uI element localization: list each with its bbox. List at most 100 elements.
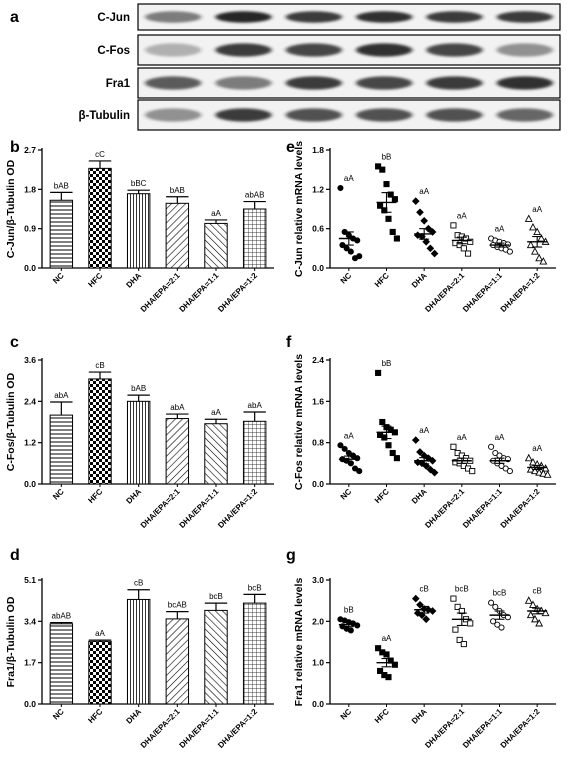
- x-tick-label: HFC: [86, 707, 104, 725]
- data-point: [529, 222, 537, 231]
- y-tick-label: 0.0: [312, 263, 324, 273]
- significance-label: aA: [211, 408, 221, 417]
- x-tick-label: DHA/EPA=2:1: [139, 707, 182, 750]
- significance-label: aA: [532, 444, 542, 453]
- blot-row-2: Fra1: [106, 67, 561, 99]
- data-point: [411, 436, 420, 444]
- significance-label: aA: [457, 211, 467, 220]
- data-point: [450, 595, 457, 602]
- panel-letter-a: a: [10, 9, 19, 26]
- panel-letter-d: d: [10, 547, 20, 564]
- significance-label: bB: [344, 605, 354, 614]
- blot-band: [426, 43, 483, 57]
- x-tick-label: NC: [51, 487, 66, 502]
- significance-label: abA: [248, 401, 263, 410]
- blot-band: [496, 76, 553, 90]
- blot-band: [285, 11, 342, 23]
- bar: [165, 618, 190, 705]
- significance-label: bAB: [170, 186, 185, 195]
- blot-band: [215, 11, 272, 23]
- data-point: [524, 214, 533, 222]
- x-tick-label: NC: [339, 707, 354, 722]
- bar: [88, 167, 112, 269]
- x-tick-label: NC: [339, 271, 354, 286]
- x-tick-label: DHA/EPA=1:1: [178, 487, 221, 530]
- data-point: [389, 449, 396, 457]
- data-point: [383, 651, 390, 658]
- y-tick-label: 2.0: [312, 616, 324, 626]
- blot-band: [496, 11, 553, 23]
- chart-panel-e: 0.0 0.6 1.2 1.8 C-Jun relative mRNA levels NC…: [293, 141, 556, 314]
- x-tick-label: DHA: [124, 707, 143, 726]
- data-point: [524, 596, 533, 604]
- data-point: [385, 442, 392, 449]
- data-point: [426, 244, 435, 253]
- y-axis-label: C-Fos/β-Tubulin OD: [5, 372, 17, 471]
- data-point: [416, 600, 424, 609]
- significance-label: bcAB: [168, 601, 187, 610]
- x-tick-label: HFC: [86, 271, 104, 289]
- data-point: [452, 626, 459, 633]
- bar: [242, 420, 267, 485]
- data-point: [526, 240, 535, 249]
- y-tick-label: 0.9: [24, 224, 36, 234]
- significance-label: bcB: [493, 589, 507, 598]
- y-tick-label: 1.0: [312, 658, 324, 668]
- data-point: [456, 242, 463, 249]
- significance-label: bAB: [54, 181, 69, 190]
- blot-band: [356, 108, 413, 122]
- y-tick-label: 0.6: [312, 224, 324, 234]
- significance-label: aA: [211, 209, 221, 218]
- significance-label: aA: [382, 634, 392, 643]
- data-point: [524, 453, 533, 462]
- bar: [165, 418, 190, 485]
- data-point: [341, 445, 348, 452]
- y-tick-label: 3.6: [24, 355, 36, 365]
- data-point: [347, 248, 354, 255]
- data-point: [379, 418, 386, 426]
- data-point: [531, 466, 539, 475]
- data-point: [354, 622, 361, 629]
- significance-label: abA: [54, 391, 69, 400]
- y-tick-label: 0.8: [312, 438, 324, 448]
- data-point: [422, 615, 431, 624]
- blot-band: [426, 11, 483, 23]
- blot-row-3: β-Tubulin: [78, 99, 561, 131]
- data-point: [379, 166, 386, 173]
- bar: [204, 222, 228, 269]
- data-point: [541, 608, 550, 617]
- data-point: [354, 455, 361, 462]
- data-point: [375, 163, 382, 170]
- blot-band: [145, 108, 202, 122]
- y-axis-label: Fra1 relative mRNA levels: [293, 578, 305, 707]
- significance-label: cB: [95, 361, 104, 370]
- data-point: [467, 620, 474, 627]
- bar: [242, 602, 267, 705]
- x-tick-label: DHA: [410, 707, 429, 726]
- panel-letter-e: e: [286, 139, 295, 156]
- data-point: [543, 470, 552, 478]
- blot-row-0: C-Jun: [97, 3, 561, 31]
- significance-label: abA: [170, 403, 185, 412]
- data-point: [467, 238, 474, 245]
- data-point: [389, 228, 396, 235]
- y-axis-label: Fra1/β-Tubulin OD: [5, 596, 17, 687]
- data-point: [450, 443, 457, 450]
- x-tick-label: NC: [339, 487, 354, 502]
- chart-panel-g: 0.0 1.0 2.0 3.0 Fra1 relative mRNA levels NC H…: [293, 575, 556, 750]
- data-point: [430, 468, 439, 477]
- bar: [204, 609, 228, 705]
- data-point: [393, 455, 400, 462]
- y-tick-label: 2.4: [24, 396, 36, 406]
- chart-panel-f: 0.0 0.8 1.6 2.4 C-Fos relative mRNA levels NC…: [293, 354, 556, 530]
- panel-letter-b: b: [10, 139, 20, 156]
- panel-letter-f: f: [286, 334, 292, 351]
- x-tick-label: DHA/EPA=1:2: [499, 271, 542, 314]
- data-point: [422, 237, 431, 246]
- data-point: [385, 674, 392, 681]
- data-point: [391, 196, 398, 203]
- data-point: [411, 197, 420, 205]
- blot-band: [496, 108, 553, 122]
- data-point: [377, 667, 384, 674]
